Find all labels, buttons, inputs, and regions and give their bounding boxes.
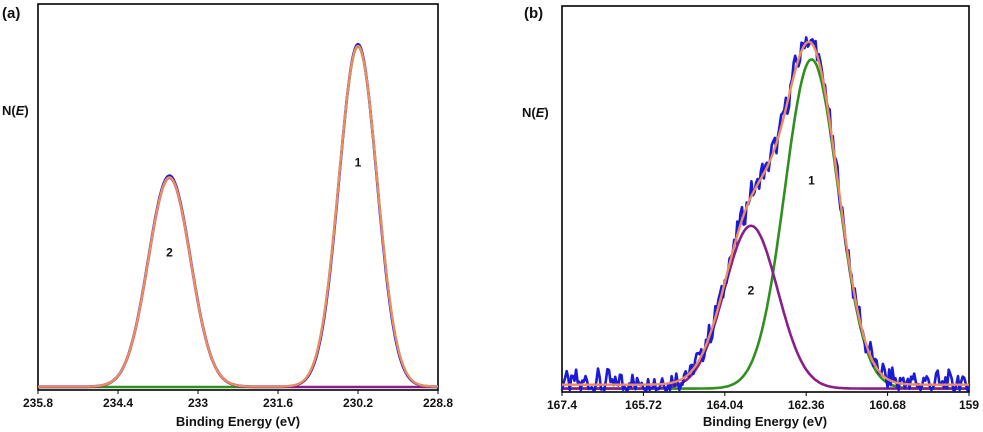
panel-a-frame bbox=[37, 3, 439, 391]
panel-a: (a) N(E) 235.8 234.4 233 231.6 230.2 228.8 12… bbox=[2, 3, 453, 429]
x-tick-label: 228.8 bbox=[423, 396, 453, 410]
x-tick-label: 164.04 bbox=[706, 398, 743, 412]
series-component-2 bbox=[562, 224, 969, 390]
x-tick-label: 235.8 bbox=[23, 396, 53, 410]
x-tick-label: 230.2 bbox=[343, 396, 373, 410]
x-tick-label: 234.4 bbox=[103, 396, 133, 410]
x-tick-label: 159 bbox=[959, 398, 979, 412]
peak-label-2: 2 bbox=[748, 283, 755, 297]
panel-a-ticks: 235.8 234.4 233 231.6 230.2 228.8 bbox=[23, 390, 453, 410]
panel-b-xlabel: Binding Energy (eV) bbox=[703, 414, 827, 429]
panel-a-xlabel: Binding Energy (eV) bbox=[176, 414, 300, 429]
x-tick-label: 160.68 bbox=[869, 398, 906, 412]
panel-b-frame bbox=[561, 5, 970, 393]
panel-a-annotations: 12 bbox=[166, 156, 362, 260]
peak-label-1: 1 bbox=[355, 156, 362, 170]
panel-b-annotations: 12 bbox=[748, 174, 816, 298]
panel-a-label: (a) bbox=[2, 5, 20, 22]
x-tick-label: 162.36 bbox=[788, 398, 825, 412]
x-tick-label: 165.72 bbox=[625, 398, 662, 412]
panel-b-ticks: 167.4 165.72 164.04 162.36 160.68 159 bbox=[547, 392, 979, 412]
panel-b: (b) N(E) 167.4 165.72 164.04 162.36 160.68 15… bbox=[522, 5, 979, 429]
peak-label-1: 1 bbox=[808, 174, 815, 188]
x-tick-label: 231.6 bbox=[263, 396, 293, 410]
series-fit-envelope bbox=[562, 40, 969, 386]
series-measured bbox=[560, 36, 971, 392]
panel-a-series bbox=[38, 42, 439, 389]
series-measured bbox=[38, 42, 438, 388]
panel-b-series bbox=[560, 36, 971, 392]
panel-b-label: (b) bbox=[524, 5, 543, 22]
x-tick-label: 167.4 bbox=[547, 398, 577, 412]
panel-b-ylabel: N(E) bbox=[522, 105, 549, 120]
peak-label-2: 2 bbox=[166, 246, 173, 260]
series-fit-envelope bbox=[38, 44, 439, 388]
series-component-1 bbox=[562, 58, 969, 390]
x-tick-label: 233 bbox=[188, 396, 208, 410]
series-component-2 bbox=[38, 176, 438, 389]
panel-a-ylabel: N(E) bbox=[2, 103, 29, 118]
series-component-1 bbox=[38, 44, 438, 389]
